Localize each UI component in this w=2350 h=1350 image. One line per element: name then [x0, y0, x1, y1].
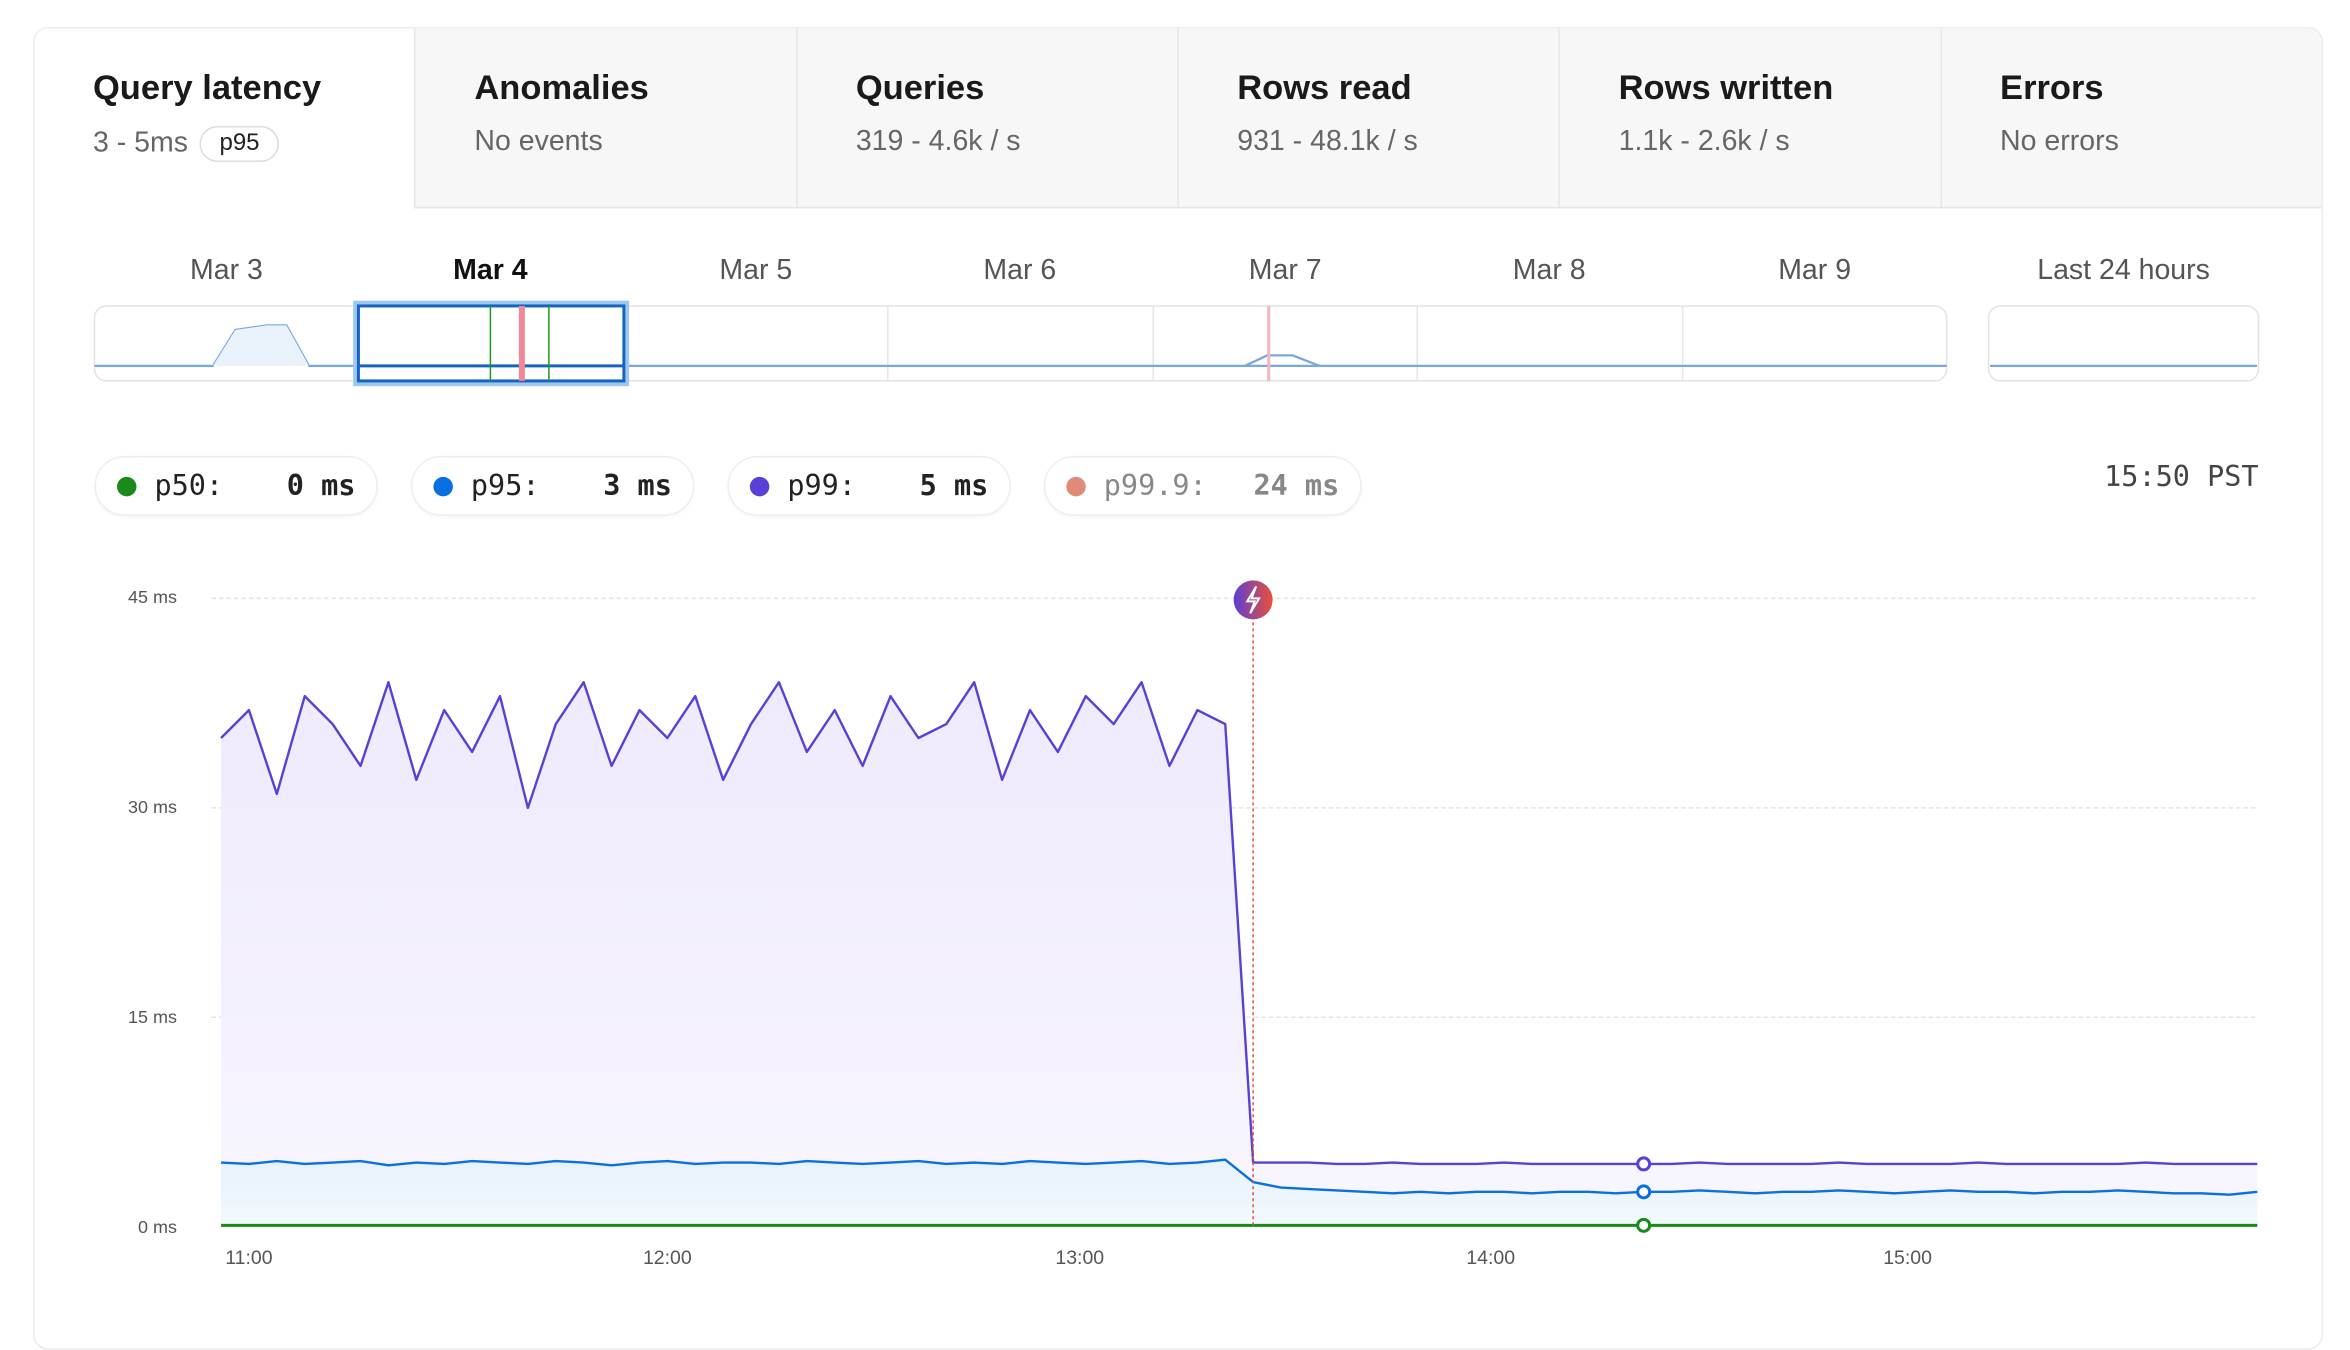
x-tick-label: 11:00	[225, 1246, 273, 1269]
timeline-track	[93, 305, 1948, 382]
x-tick-label: 13:00	[1055, 1246, 1105, 1269]
legend-value: 3 ms	[603, 469, 672, 503]
p50-dot	[116, 476, 137, 496]
day-label-mar4[interactable]: Mar 4	[453, 254, 528, 287]
day-label-mar5[interactable]: Mar 5	[719, 254, 793, 287]
legend-p99-9[interactable]: p99.9: 24 ms	[1043, 455, 1362, 516]
tab-value: 1.1k - 2.6k / s	[1618, 125, 1790, 158]
p99-hover-point	[1636, 1156, 1652, 1172]
day-label-mar8[interactable]: Mar 8	[1512, 254, 1586, 287]
tab-value: 3 - 5ms	[92, 127, 189, 159]
tab-rows-read[interactable]: Rows read 931 - 48.1k / s	[1177, 28, 1559, 209]
tab-rows-written[interactable]: Rows written 1.1k - 2.6k / s	[1558, 28, 1941, 209]
p95-line	[220, 1158, 2258, 1196]
lightning-bolt-icon	[1245, 585, 1261, 614]
p95-dot	[433, 476, 453, 496]
x-tick-label: 15:00	[1883, 1246, 1933, 1269]
legend-label: p95:	[470, 469, 540, 503]
tab-title: Queries	[855, 67, 985, 107]
y-tick-label: 15 ms	[127, 1006, 177, 1028]
tab-anomalies[interactable]: Anomalies No events	[414, 28, 796, 209]
day-label-last-24-hours[interactable]: Last 24 hours	[2037, 254, 2210, 287]
legend-label: p50:	[154, 469, 224, 503]
percentile-badge[interactable]: p95	[199, 125, 280, 162]
p99-9-dot	[1066, 476, 1086, 496]
tab-value: No events	[474, 125, 603, 158]
tab-title: Rows written	[1618, 67, 1834, 107]
tab-queries[interactable]: Queries 319 - 4.6k / s	[795, 28, 1178, 209]
tab-title: Anomalies	[474, 67, 649, 107]
tab-errors[interactable]: Errors No errors	[1940, 28, 2322, 209]
tab-title: Query latency	[92, 67, 322, 107]
last-24h-track[interactable]	[1987, 305, 2260, 382]
tab-title: Rows read	[1237, 67, 1412, 107]
tab-value: No errors	[2000, 125, 2119, 158]
day-label-mar7[interactable]: Mar 7	[1248, 254, 1322, 287]
timeline-bump	[1244, 354, 1321, 367]
x-tick-label: 12:00	[642, 1246, 692, 1269]
p50-hover-point	[1636, 1217, 1652, 1233]
tab-title: Errors	[2000, 67, 2104, 107]
legend-label: p99:	[787, 469, 856, 503]
event-icon-badge	[1233, 580, 1273, 620]
p95-hover-point	[1636, 1184, 1652, 1200]
legend-value: 0 ms	[286, 469, 356, 503]
y-tick-label: 0 ms	[137, 1216, 177, 1238]
x-tick-label: 14:00	[1466, 1246, 1516, 1269]
y-tick-label: 45 ms	[127, 586, 177, 608]
timeline-sparkline-fill	[212, 325, 309, 366]
day-dividers	[887, 305, 1684, 381]
day-label-mar6[interactable]: Mar 6	[983, 254, 1057, 287]
p95-area	[221, 1159, 2258, 1227]
p99-line	[220, 681, 2258, 1166]
y-tick-label: 30 ms	[127, 796, 177, 818]
legend-label: p99.9:	[1103, 469, 1207, 503]
selected-day-highlight	[353, 300, 630, 387]
day-label-mar9[interactable]: Mar 9	[1778, 254, 1852, 287]
day-label-mar3[interactable]: Mar 3	[190, 254, 263, 287]
latency-chart[interactable]	[0, 0, 2350, 1318]
tab-value: 931 - 48.1k / s	[1237, 125, 1418, 158]
tab-query-latency[interactable]: Query latency 3 - 5ms p95	[34, 28, 415, 209]
current-time: 15:50 PST	[2104, 460, 2259, 494]
tab-value: 319 - 4.6k / s	[855, 125, 1021, 158]
day-timeline-sparkline[interactable]	[0, 292, 2350, 397]
legend-value: 24 ms	[1253, 469, 1340, 503]
metric-tabs: Query latency 3 - 5ms p95 Anomalies No eve…	[34, 28, 2322, 209]
p99-dot	[749, 476, 770, 496]
legend-value: 5 ms	[919, 469, 989, 503]
legend-p50[interactable]: p50: 0 ms	[94, 455, 378, 516]
legend-p95[interactable]: p95: 3 ms	[410, 455, 695, 516]
legend-p99[interactable]: p99: 5 ms	[727, 455, 1011, 516]
